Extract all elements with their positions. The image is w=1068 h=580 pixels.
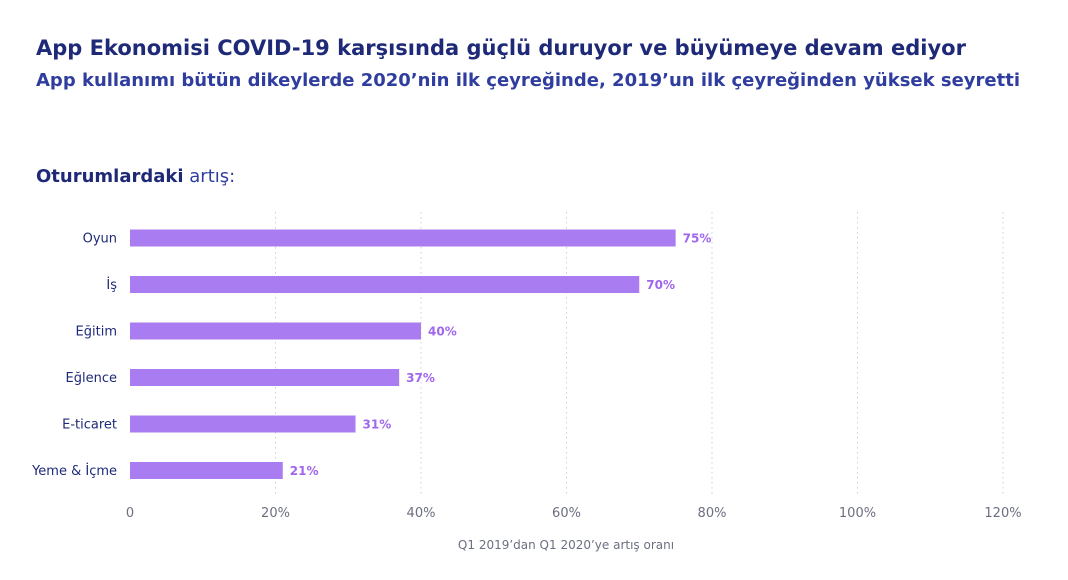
value-label: 70% <box>646 278 675 292</box>
value-label: 37% <box>406 371 435 385</box>
bar <box>130 415 356 433</box>
category-label: Oyun <box>83 232 117 247</box>
category-label: Yeme & İçme <box>31 463 117 479</box>
section-label-strong: Oturumlardaki <box>36 166 184 187</box>
section-label: Oturumlardaki artış: <box>36 166 235 187</box>
section-label-light: artış: <box>189 166 236 187</box>
category-label: E-ticaret <box>62 418 117 433</box>
category-label: Eğlence <box>66 371 117 386</box>
category-label: İş <box>106 277 117 293</box>
value-label: 21% <box>290 464 319 478</box>
value-label: 31% <box>363 418 392 432</box>
bar <box>130 369 400 386</box>
category-label: Eğitim <box>76 325 117 340</box>
chart-subtitle: App kullanımı bütün dikeylerde 2020’nin … <box>36 70 1020 91</box>
x-tick-label: 100% <box>839 506 876 521</box>
bar <box>130 462 283 479</box>
x-tick-label: 0 <box>126 506 134 521</box>
bar <box>130 276 640 293</box>
x-tick-label: 80% <box>698 506 727 521</box>
bar <box>130 229 676 247</box>
x-tick-label: 40% <box>407 506 436 521</box>
value-label: 40% <box>428 325 457 339</box>
bar <box>130 322 421 340</box>
x-tick-label: 120% <box>984 506 1021 521</box>
chart-title: App Ekonomisi COVID-19 karşısında güçlü … <box>36 36 966 60</box>
x-tick-label: 60% <box>552 506 581 521</box>
x-axis-title: Q1 2019’dan Q1 2020’ye artış oranı <box>458 538 674 552</box>
value-label: 75% <box>683 232 712 246</box>
x-tick-label: 20% <box>261 506 290 521</box>
